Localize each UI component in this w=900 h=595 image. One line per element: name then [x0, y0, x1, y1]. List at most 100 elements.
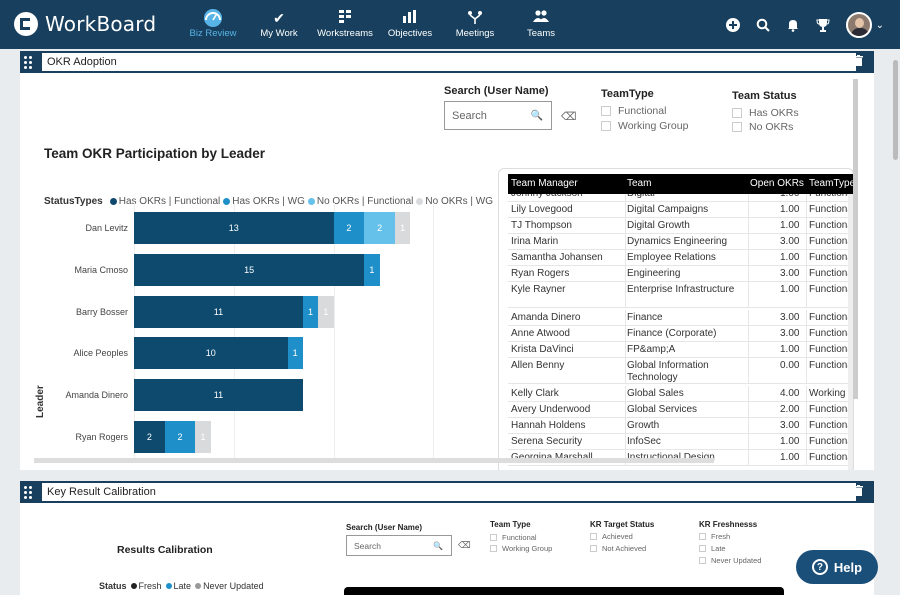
drag-handle-icon[interactable] — [24, 486, 34, 499]
search-icon[interactable] — [754, 16, 772, 34]
legend-entry[interactable]: Has OKRs | Functional — [118, 196, 221, 207]
table-cell: 1.00 — [780, 220, 800, 231]
filter-has-okrs[interactable]: Has OKRs — [732, 107, 799, 119]
bar-segment[interactable]: 1 — [287, 337, 303, 370]
table-row[interactable]: Kelly Clark Global Sales 4.00 Working Group — [508, 386, 853, 402]
checkbox[interactable] — [590, 533, 597, 540]
checkbox[interactable] — [732, 122, 742, 132]
legend-entry[interactable]: Late — [173, 581, 192, 591]
filter-achieved[interactable]: Achieved — [590, 532, 633, 541]
filter-working-group[interactable]: Working Group — [490, 544, 552, 553]
filter-never-updated[interactable]: Never Updated — [699, 556, 761, 565]
checkbox[interactable] — [601, 106, 611, 116]
legend-entry[interactable]: Never Updated — [203, 581, 264, 591]
page-scrollbar[interactable] — [893, 60, 898, 160]
table-row[interactable]: Krista DaVinci FP&amp;A 1.00 Functional — [508, 342, 853, 358]
nav-item-my-work[interactable]: ✔ My Work — [255, 0, 303, 49]
trophy-icon[interactable] — [814, 16, 832, 34]
bar-segment[interactable]: 10 — [134, 337, 288, 370]
clear-filter-icon[interactable]: ⌫ — [458, 540, 471, 550]
chevron-down-icon[interactable]: ⌄ — [875, 19, 884, 31]
bar-segment[interactable]: 1 — [364, 253, 380, 286]
table-row[interactable]: Anne Atwood Finance (Corporate) 3.00 Functi… — [508, 326, 853, 342]
table-row[interactable]: Lily Lovegood Digital Campaigns 1.00 Functi… — [508, 202, 853, 218]
table-row[interactable]: Samantha Johansen Employee Relations 1.00 F… — [508, 250, 853, 266]
legend-entry[interactable]: Has OKRs | WG — [232, 196, 305, 207]
table-cell: Global Sales — [627, 388, 684, 399]
table-row[interactable]: Hannah Holdens Growth 3.00 Functional — [508, 418, 853, 434]
filter-fresh[interactable]: Fresh — [699, 532, 730, 541]
checkbox[interactable] — [601, 121, 611, 131]
trash-icon[interactable] — [854, 485, 863, 499]
nav-item-objectives[interactable]: Objectives — [384, 0, 436, 49]
table-row[interactable]: Avery Underwood Global Services 2.00 Functi… — [508, 402, 853, 418]
column-header[interactable]: TeamType — [809, 178, 854, 189]
table-row[interactable]: Georgina Marshall Instructional Design 1.0… — [508, 450, 853, 466]
bar-segment[interactable]: 1 — [302, 295, 319, 328]
filter-working-group[interactable]: Working Group — [601, 120, 688, 132]
legend-entry[interactable]: Fresh — [138, 581, 162, 591]
checkbox[interactable] — [699, 557, 706, 564]
filter-functional[interactable]: Functional — [601, 105, 666, 117]
trash-icon[interactable] — [854, 55, 863, 69]
search-input[interactable]: Search 🔍 — [444, 101, 552, 130]
add-icon[interactable] — [724, 16, 742, 34]
bar-segment[interactable]: 13 — [134, 212, 334, 244]
panel-scrollbar[interactable] — [853, 79, 858, 399]
nav-item-workstreams[interactable]: Workstreams — [314, 0, 376, 49]
nav-item-meetings[interactable]: Meetings — [452, 0, 498, 49]
bar-segment[interactable]: 15 — [134, 253, 365, 286]
filter-no-okrs[interactable]: No OKRs — [732, 121, 793, 133]
column-header[interactable]: Team Manager — [511, 178, 578, 189]
bar-segment[interactable]: 11 — [134, 295, 303, 328]
bar-segment[interactable]: 1 — [318, 295, 334, 328]
table-row[interactable]: Johnny Jackson Digital 1.00 Functional — [508, 194, 853, 202]
filter-late[interactable]: Late — [699, 544, 726, 553]
clear-filter-icon[interactable]: ⌫ — [561, 111, 577, 123]
nav-item-biz-review[interactable]: Biz Review — [186, 0, 240, 49]
option-label: Functional — [618, 105, 667, 117]
horizontal-scrollbar[interactable] — [34, 458, 714, 463]
table-row[interactable]: Ryan Rogers Engineering 3.00 Functional — [508, 266, 853, 282]
filter-not-achieved[interactable]: Not Achieved — [590, 544, 646, 553]
checkbox[interactable] — [732, 108, 742, 118]
column-divider — [748, 402, 749, 417]
table-row[interactable]: Amanda Dinero Finance 3.00 Functional — [508, 310, 853, 326]
checkbox[interactable] — [590, 545, 597, 552]
help-button[interactable]: ? Help — [796, 550, 878, 584]
checkbox[interactable] — [699, 533, 706, 540]
bar-segment[interactable]: 2 — [333, 212, 365, 244]
workboard-logo[interactable]: WorkBoard — [14, 11, 156, 37]
column-divider — [806, 282, 807, 307]
panel-title[interactable]: Key Result Calibration — [42, 483, 856, 501]
option-label: Achieved — [602, 532, 633, 541]
column-header[interactable]: Team — [627, 178, 652, 189]
checkbox[interactable] — [490, 545, 497, 552]
bar-segment[interactable]: 1 — [394, 212, 411, 244]
search-input[interactable]: Search 🔍 — [346, 535, 452, 556]
bar-segment[interactable]: 2 — [364, 212, 395, 244]
table-row[interactable]: TJ Thompson Digital Growth 1.00 Functional — [508, 218, 853, 234]
table-row[interactable]: Serena Security InfoSec 1.00 Functional — [508, 434, 853, 450]
table-scrollbar[interactable] — [848, 194, 853, 470]
table-row[interactable]: Kyle Rayner Enterprise Infrastructure 1.00… — [508, 282, 853, 308]
bar-segment[interactable]: 1 — [195, 421, 211, 453]
avatar[interactable] — [845, 12, 872, 38]
legend-entry[interactable]: No OKRs | Functional — [316, 196, 414, 207]
drag-handle-icon[interactable] — [24, 56, 34, 69]
bar-segment[interactable]: 2 — [134, 421, 165, 453]
panel-title[interactable]: OKR Adoption — [42, 53, 856, 71]
nav-item-teams[interactable]: Teams — [520, 0, 562, 49]
table-cell: Serena Security — [511, 436, 583, 447]
bar-segment[interactable]: 11 — [134, 379, 303, 412]
checkbox[interactable] — [699, 545, 706, 552]
bar-segment[interactable]: 2 — [164, 421, 196, 453]
option-label: No OKRs — [749, 121, 794, 133]
legend-entry[interactable]: No OKRs | WG — [425, 196, 494, 207]
checkbox[interactable] — [490, 534, 497, 541]
filter-functional[interactable]: Functional — [490, 533, 537, 542]
table-row[interactable]: Irina Marin Dynamics Engineering 3.00 Funct… — [508, 234, 853, 250]
column-header[interactable]: Open OKRs — [750, 178, 804, 189]
bell-icon[interactable] — [784, 16, 802, 34]
table-row[interactable]: Allen Benny Global Information Technology… — [508, 358, 853, 384]
